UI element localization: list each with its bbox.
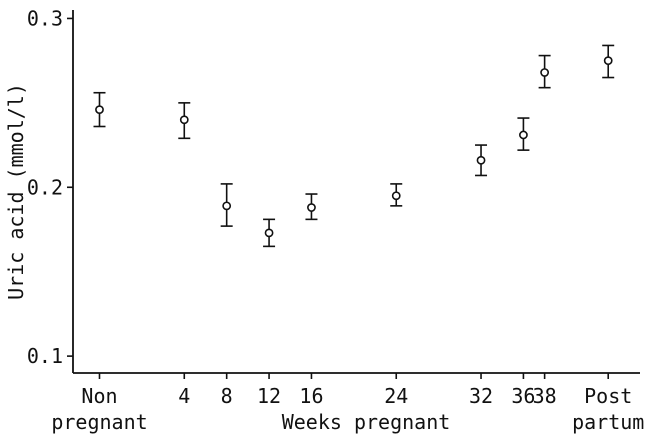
x-tick-sublabel: partum: [572, 410, 644, 434]
x-tick-label: 16: [299, 384, 323, 408]
data-point-group: [538, 54, 551, 89]
data-point: [222, 201, 232, 211]
x-tick-label: Post: [584, 384, 632, 408]
y-tick-label: 0.2: [27, 175, 63, 199]
data-point-group: [178, 102, 191, 140]
data-point: [540, 68, 550, 77]
x-tick-label: 12: [257, 384, 281, 408]
y-tick-label: 0.1: [27, 344, 63, 368]
data-point: [307, 203, 316, 212]
y-axis-label: Uric acid (mmol/l): [4, 83, 28, 300]
x-tick-label: 38: [533, 384, 557, 408]
data-point: [519, 130, 528, 140]
data-point: [603, 56, 613, 66]
y-tick-label: 0.3: [27, 6, 63, 30]
axes: [72, 10, 640, 374]
x-axis-label: Weeks pregnant: [282, 410, 451, 434]
data-point: [264, 228, 274, 238]
x-tick-label: 32: [469, 384, 493, 408]
data-point-group: [263, 218, 276, 248]
x-tick-label: 8: [221, 384, 233, 408]
data-point: [95, 105, 104, 115]
data-point-group: [390, 183, 403, 207]
data-point-group: [517, 117, 530, 151]
data-point-group: [93, 91, 106, 128]
data-point-group: [220, 183, 233, 227]
data-point-group: [305, 193, 318, 221]
data-point-group: [602, 44, 615, 79]
x-tick-label: 4: [178, 384, 190, 408]
data-point: [179, 115, 189, 125]
data-points: [93, 44, 615, 248]
data-point-group: [475, 144, 488, 177]
x-tick-label: 24: [384, 384, 408, 408]
x-tick-sublabel: pregnant: [51, 410, 147, 434]
y-ticks: 0.1 0.2 0.3: [27, 6, 73, 368]
data-point: [476, 155, 486, 165]
x-tick-label: 36: [511, 384, 535, 408]
x-tick-label: Non: [81, 384, 117, 408]
data-point: [391, 191, 401, 201]
